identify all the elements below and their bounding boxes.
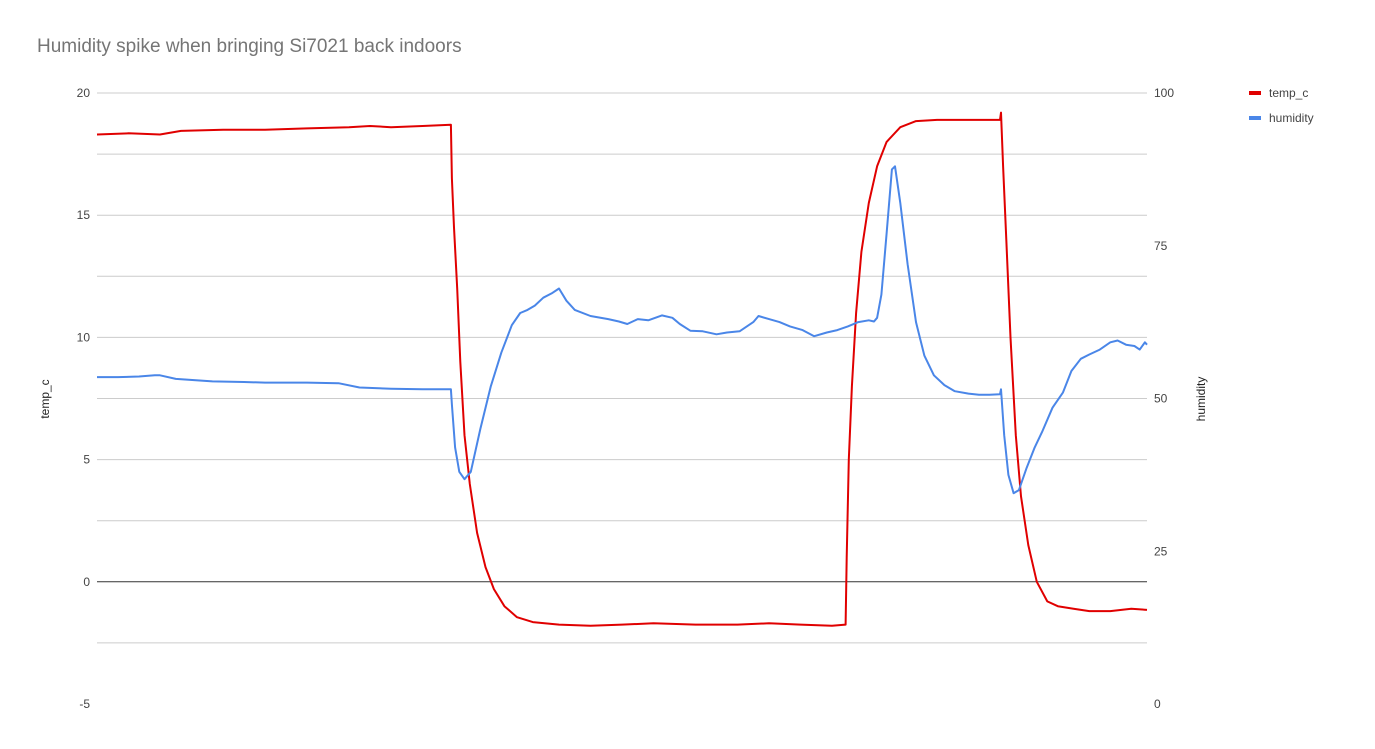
series-line-humidity (97, 165, 1148, 495)
right-tick-label: 25 (1154, 544, 1168, 558)
left-tick-label: 0 (83, 575, 90, 589)
series-line-temp-c (96, 111, 1148, 627)
left-tick-label: 20 (77, 86, 91, 100)
left-tick-label: 10 (77, 330, 91, 344)
legend-label-temp-c: temp_c (1269, 86, 1308, 100)
legend: temp_c humidity (1249, 86, 1314, 125)
left-tick-label: -5 (79, 697, 90, 711)
left-axis-ticks: -5 0 5 10 15 20 (77, 86, 91, 711)
gridlines (97, 92, 1147, 644)
right-axis-label: humidity (1194, 377, 1208, 422)
right-tick-label: 75 (1154, 239, 1168, 253)
left-tick-label: 5 (83, 453, 90, 467)
legend-swatch-temp-c (1249, 91, 1261, 95)
right-axis-ticks: 0 25 50 75 100 (1154, 86, 1174, 711)
series-lines (96, 111, 1148, 627)
right-tick-label: 100 (1154, 86, 1174, 100)
legend-swatch-humidity (1249, 116, 1261, 120)
legend-label-humidity: humidity (1269, 111, 1314, 125)
right-tick-label: 50 (1154, 392, 1168, 406)
chart-title: Humidity spike when bringing Si7021 back… (37, 36, 462, 57)
right-tick-label: 0 (1154, 697, 1161, 711)
left-axis-label: temp_c (38, 379, 52, 418)
left-tick-label: 15 (77, 208, 91, 222)
